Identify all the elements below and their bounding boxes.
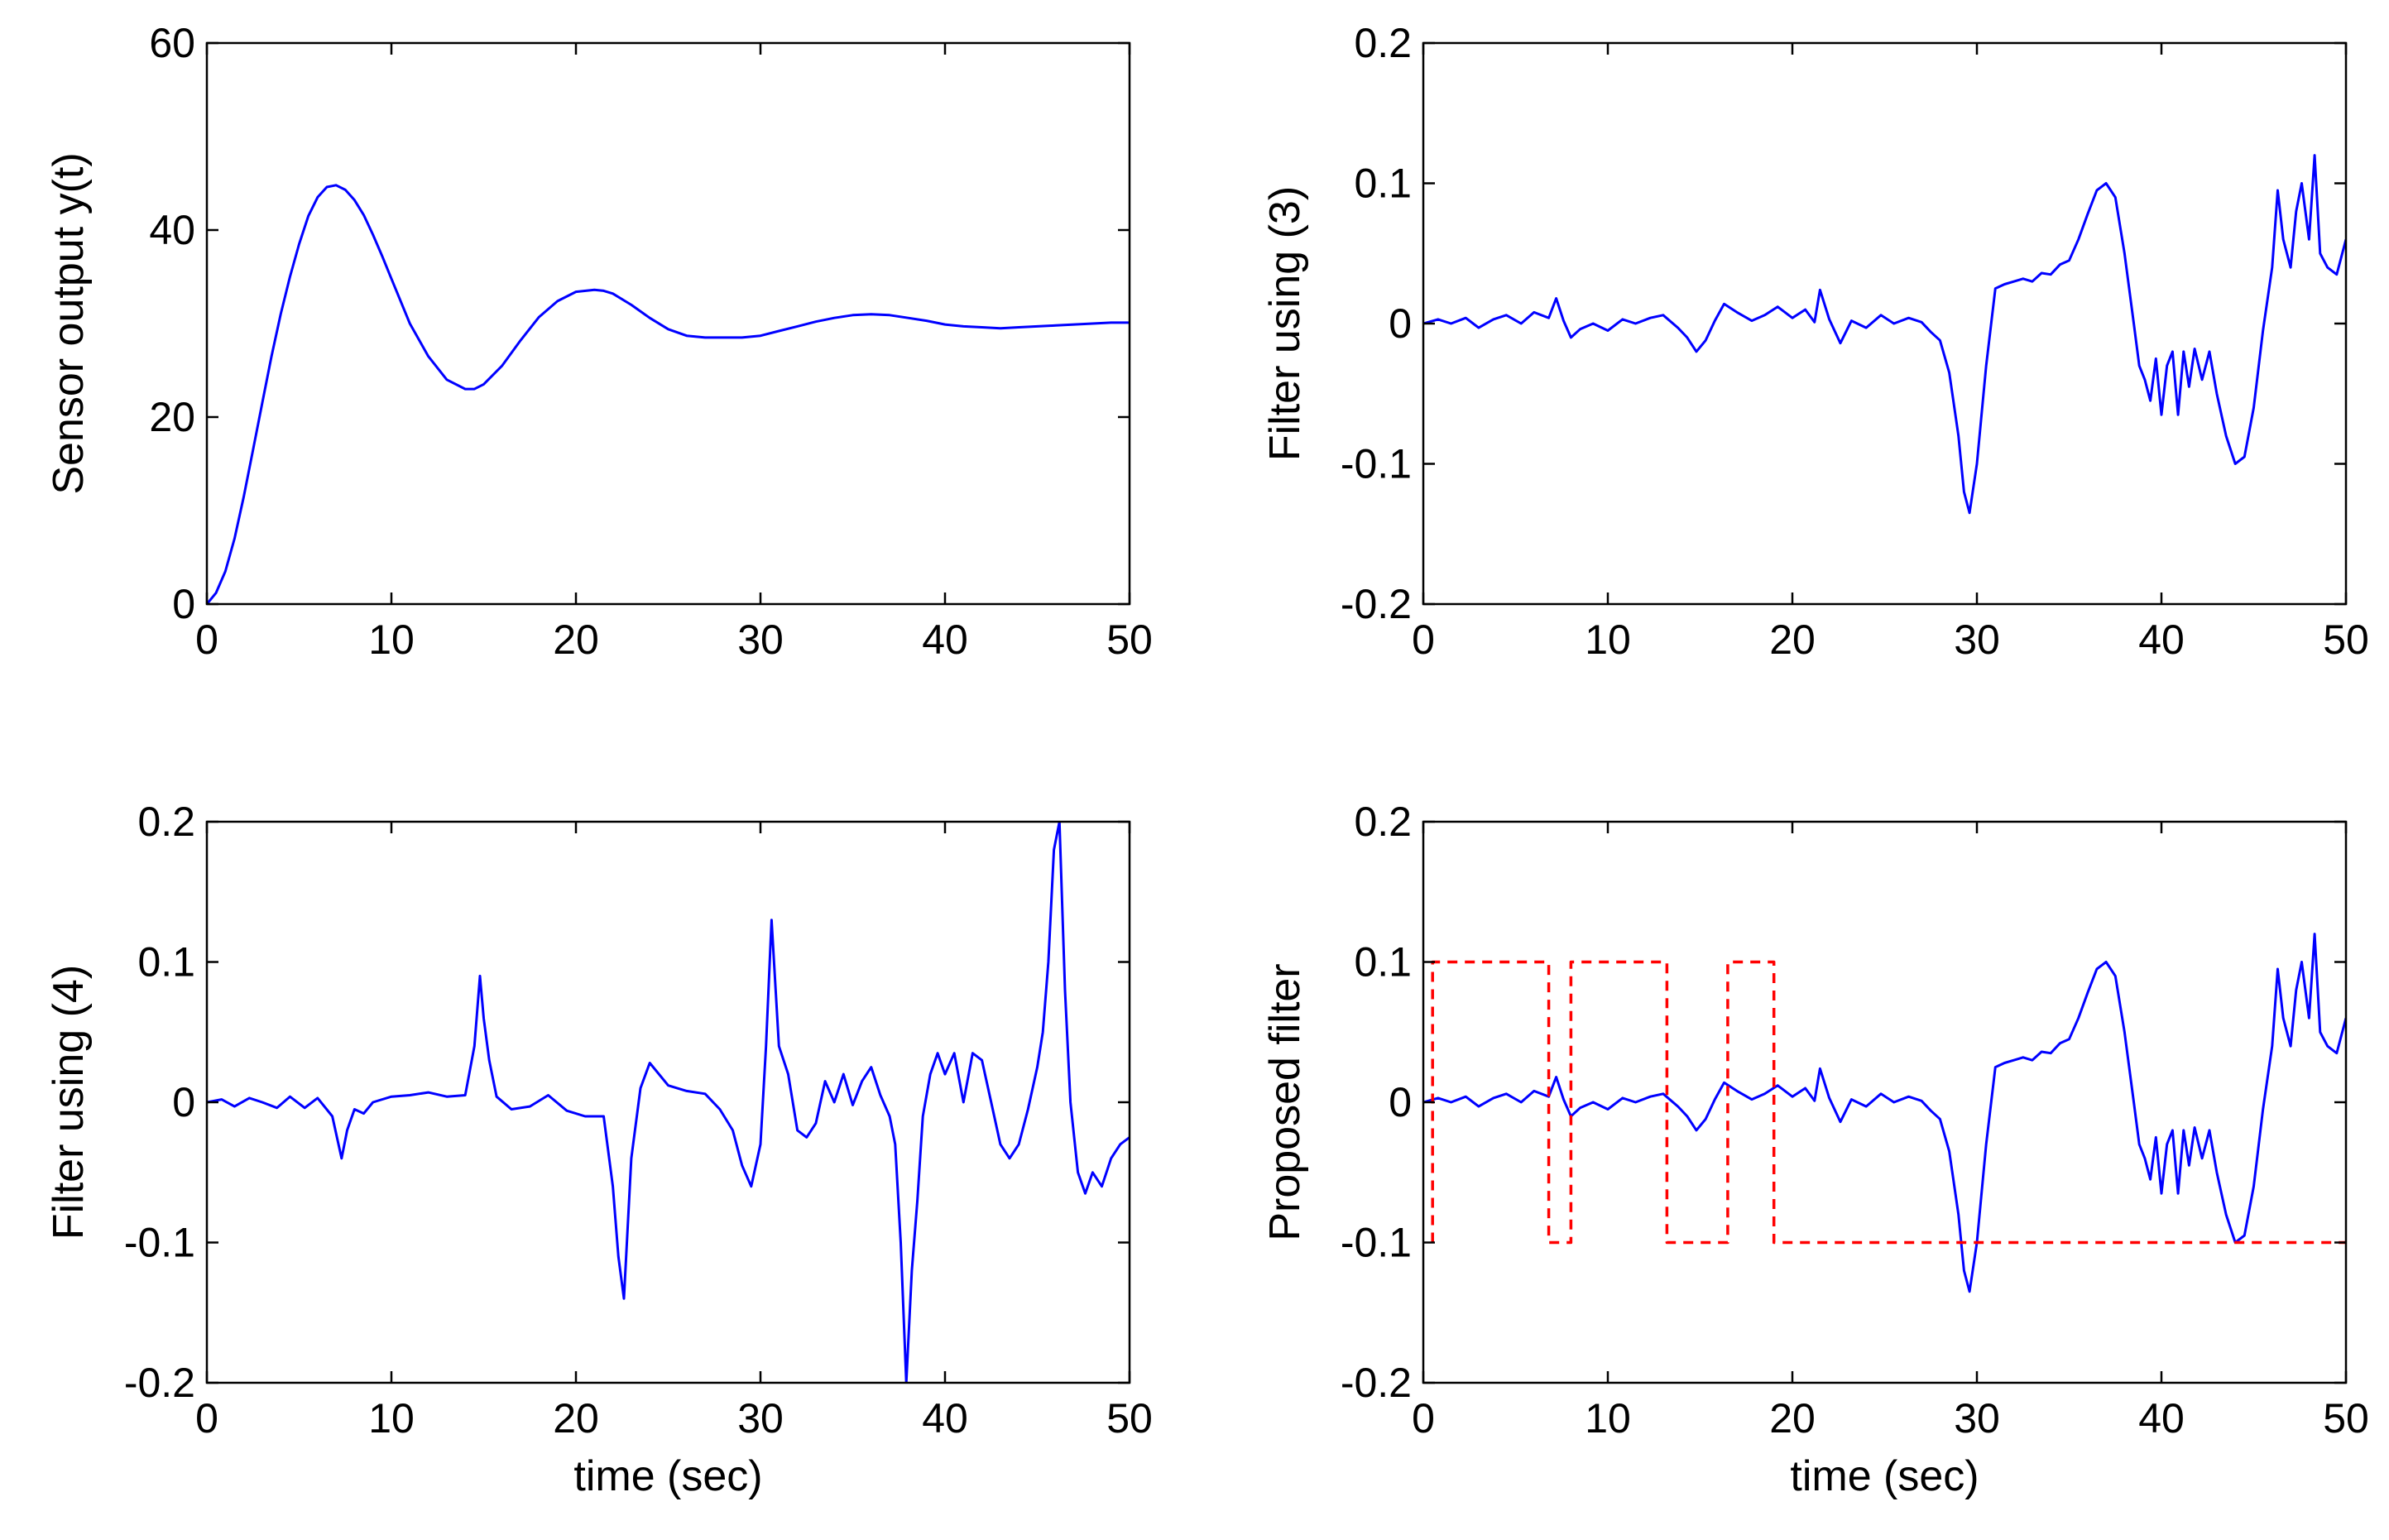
x-tick-label: 0 xyxy=(195,616,218,663)
y-tick-label: 0.1 xyxy=(1354,161,1412,207)
y-tick-label: -0.1 xyxy=(1341,441,1412,487)
x-tick-label: 0 xyxy=(195,1395,218,1442)
y-tick-label: -0.2 xyxy=(1341,1360,1412,1406)
x-tick-label: 50 xyxy=(2323,1395,2369,1442)
y-axis-label: Filter using (3) xyxy=(1261,186,1309,461)
x-tick-label: 0 xyxy=(1412,1395,1435,1442)
y-tick-label: 0 xyxy=(1389,300,1412,347)
panel-filter4: 0 10 20 30 40 50 -0.2 -0.1 0 0.1 0.2 Filter using (… xyxy=(45,799,1153,1500)
x-tick-label: 50 xyxy=(1106,616,1153,663)
x-axis-label: time (sec) xyxy=(573,1452,762,1500)
x-tick-label: 20 xyxy=(553,1395,599,1442)
y-tick-label: 60 xyxy=(149,20,195,66)
axes-frame xyxy=(1422,41,2348,606)
x-tick-label: 40 xyxy=(2138,1395,2185,1442)
y-axis-label: Filter using (4) xyxy=(45,965,93,1240)
series-residual-line xyxy=(1423,933,2346,1293)
y-tick-label: 0 xyxy=(1389,1079,1412,1125)
y-tick-label: 0.2 xyxy=(1354,20,1412,66)
y-axis-label: Proposed filter xyxy=(1261,963,1309,1240)
y-axis-label: Sensor output y(t) xyxy=(45,152,93,494)
x-tick-label: 30 xyxy=(1954,1395,2000,1442)
y-tick-label: 20 xyxy=(149,394,195,440)
x-tick-label: 40 xyxy=(922,1395,968,1442)
y-tick-label: -0.2 xyxy=(1341,581,1412,627)
x-tick-label: 20 xyxy=(1769,1395,1816,1442)
x-tick-label: 50 xyxy=(1106,1395,1153,1442)
y-tick-label: -0.1 xyxy=(1341,1220,1412,1266)
x-tick-label: 10 xyxy=(1585,1395,1631,1442)
axes-frame xyxy=(205,41,1131,606)
y-tick-label: 0.1 xyxy=(137,939,195,986)
x-tick-label: 50 xyxy=(2323,616,2369,663)
x-tick-label: 10 xyxy=(368,616,415,663)
x-tick-label: 40 xyxy=(2138,616,2185,663)
series-residual-line xyxy=(1423,154,2346,515)
x-tick-label: 40 xyxy=(922,616,968,663)
y-tick-label: 0.2 xyxy=(1354,799,1412,845)
axes-frame xyxy=(1422,820,2348,1384)
x-tick-label: 30 xyxy=(737,616,784,663)
x-tick-label: 0 xyxy=(1412,616,1435,663)
panel-sensor: 0 10 20 30 40 50 0 20 40 60 Sensor output y(t) xyxy=(45,20,1153,663)
y-tick-label: 40 xyxy=(149,207,195,253)
x-tick-label: 20 xyxy=(1769,616,1816,663)
series-y(t)-line xyxy=(207,184,1130,604)
x-tick-label: 10 xyxy=(1585,616,1631,663)
x-tick-label: 30 xyxy=(737,1395,784,1442)
x-tick-label: 10 xyxy=(368,1395,415,1442)
y-tick-label: 0.2 xyxy=(137,799,195,845)
y-tick-label: 0 xyxy=(172,1079,195,1125)
x-tick-label: 30 xyxy=(1954,616,2000,663)
x-tick-label: 20 xyxy=(553,616,599,663)
panel-filter3: 0 10 20 30 40 50 -0.2 -0.1 0 0.1 0.2 Filter using (… xyxy=(1261,20,2369,663)
y-tick-label: 0 xyxy=(172,581,195,627)
y-tick-label: -0.1 xyxy=(124,1220,195,1266)
series-threshold-line xyxy=(1431,960,2346,1245)
y-tick-label: -0.2 xyxy=(124,1360,195,1406)
panel-proposed: 0 10 20 30 40 50 -0.2 -0.1 0 0.1 0.2 Proposed filte… xyxy=(1261,799,2369,1500)
series-residual-line xyxy=(207,822,1130,1383)
y-tick-label: 0.1 xyxy=(1354,939,1412,986)
x-axis-label: time (sec) xyxy=(1790,1452,1979,1500)
